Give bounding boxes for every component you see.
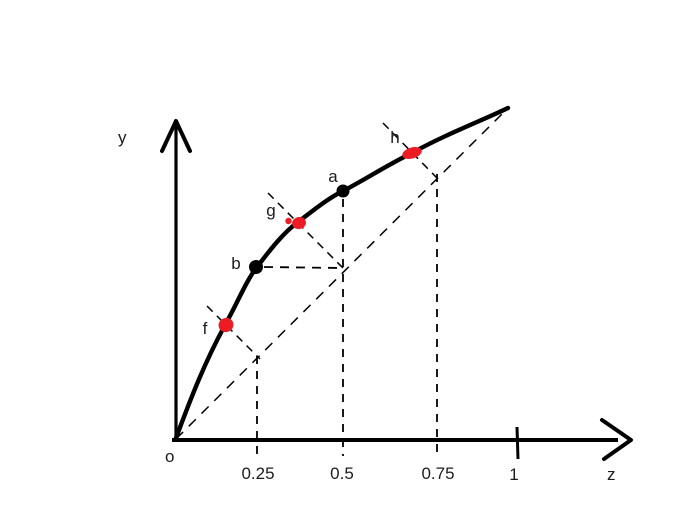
point-g-label: g <box>266 201 275 220</box>
point-g <box>292 216 306 230</box>
tick-label-0.5: 0.5 <box>330 464 354 483</box>
perpendicular-guide-f <box>206 305 261 360</box>
tick-label-1: 1 <box>509 465 518 484</box>
point-b <box>249 260 263 274</box>
x-axis-label: z <box>607 465 616 484</box>
perpendicular-guide-g <box>267 192 344 269</box>
point-a-label: a <box>328 167 338 186</box>
tick-mark-1 <box>515 426 520 460</box>
point-b-label: b <box>231 254 240 273</box>
tick-label-0.75: 0.75 <box>421 464 454 483</box>
x-axis-arrowhead-icon <box>600 418 633 461</box>
y-axis-label: y <box>118 128 127 147</box>
point-a <box>336 184 350 198</box>
point-f-label: f <box>203 319 208 338</box>
identity-diagonal-line <box>175 109 507 440</box>
y-axis-arrowhead-icon <box>160 119 192 153</box>
tick-label-0.25: 0.25 <box>241 464 274 483</box>
point-f <box>218 317 234 333</box>
point-g-speck <box>285 217 292 225</box>
origin-label: o <box>165 447 174 466</box>
point-h-label: h <box>390 128 399 147</box>
horizontal-guide-from-b <box>263 266 342 269</box>
point-h <box>402 147 422 159</box>
